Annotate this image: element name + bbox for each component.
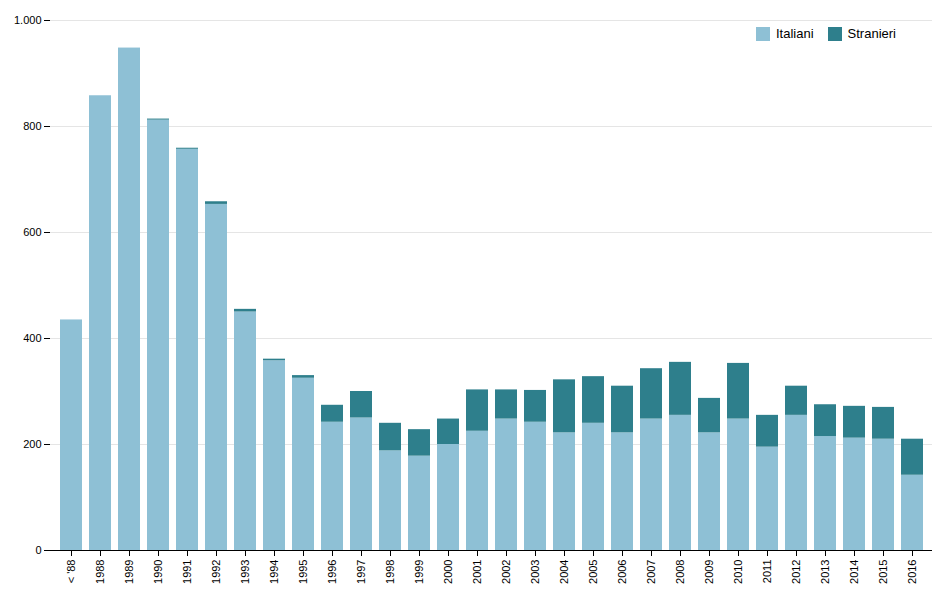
svg-text:200: 200 <box>23 438 41 450</box>
svg-text:2010: 2010 <box>732 560 744 584</box>
html-text:Italiani: Italiani <box>776 26 814 41</box>
svg-text:2004: 2004 <box>558 560 570 584</box>
svg-text:2012: 2012 <box>790 560 802 584</box>
svg-text:800: 800 <box>23 120 41 132</box>
svg-text:2011: 2011 <box>761 560 773 584</box>
svg-text:1994: 1994 <box>268 560 280 584</box>
svg-text:1997: 1997 <box>355 560 367 584</box>
svg-text:1988: 1988 <box>94 560 106 584</box>
svg-text:2007: 2007 <box>645 560 657 584</box>
svg-text:2005: 2005 <box>587 560 599 584</box>
svg-text:2002: 2002 <box>500 560 512 584</box>
svg-text:1989: 1989 <box>123 560 135 584</box>
svg-text:2003: 2003 <box>529 560 541 584</box>
svg-text:1990: 1990 <box>152 560 164 584</box>
svg-text:2001: 2001 <box>471 560 483 584</box>
svg-text:2015: 2015 <box>877 560 889 584</box>
svg-text:1996: 1996 <box>326 560 338 584</box>
svg-text:1993: 1993 <box>239 560 251 584</box>
svg-text:1998: 1998 <box>384 560 396 584</box>
svg-text:400: 400 <box>23 332 41 344</box>
svg-text:2006: 2006 <box>616 560 628 584</box>
svg-text:0: 0 <box>35 544 41 556</box>
svg-text:1995: 1995 <box>297 560 309 584</box>
svg-text:2016: 2016 <box>906 560 918 584</box>
svg-text:1992: 1992 <box>210 560 222 584</box>
svg-text:2013: 2013 <box>819 560 831 584</box>
svg-text:< '88: < '88 <box>65 560 77 584</box>
svg-text:2009: 2009 <box>703 560 715 584</box>
svg-text:1991: 1991 <box>181 560 193 584</box>
html-text:Stranieri: Stranieri <box>847 26 896 41</box>
svg-text:2014: 2014 <box>848 560 860 584</box>
svg-text:2008: 2008 <box>674 560 686 584</box>
svg-text:1.000: 1.000 <box>14 14 42 26</box>
svg-text:1999: 1999 <box>413 560 425 584</box>
svg-text:2000: 2000 <box>442 560 454 584</box>
svg-text:600: 600 <box>23 226 41 238</box>
